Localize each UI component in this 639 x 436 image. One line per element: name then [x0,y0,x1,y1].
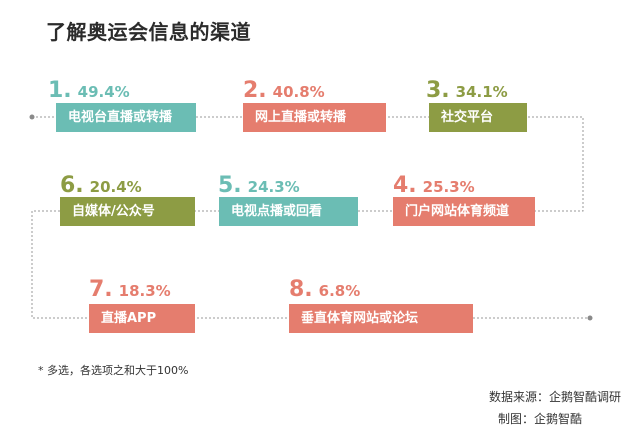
flow-start-dot [29,114,35,120]
rank-number: 1. [48,78,72,103]
rank-label-2: 2. 40.8% [243,78,325,103]
channel-box-5: 电视点播或回看 [219,197,358,226]
value-label: 49.4% [77,83,130,101]
rank-label-7: 7. 18.3% [89,277,171,302]
rank-number: 7. [89,277,113,302]
channel-box-3: 社交平台 [429,103,527,132]
channel-box-6: 自媒体/公众号 [60,197,195,226]
page-title: 了解奥运会信息的渠道 [46,20,251,44]
chart-credit: 制图：企鹅智酷 [497,412,582,426]
rank-label-4: 4. 25.3% [393,173,475,198]
rank-number: 3. [426,78,450,103]
value-label: 6.8% [318,282,361,300]
value-label: 18.3% [118,282,171,300]
rank-number: 8. [289,277,313,302]
flow-end-dot [587,315,593,321]
rank-number: 6. [60,173,84,198]
rank-number: 2. [243,78,267,103]
footnote: * 多选，各选项之和大于100% [38,364,189,377]
rank-label-6: 6. 20.4% [60,173,142,198]
value-label: 40.8% [272,83,325,101]
channel-box-4: 门户网站体育频道 [393,197,535,226]
value-label: 24.3% [247,178,300,196]
rank-number: 5. [218,173,242,198]
rank-label-3: 3. 34.1% [426,78,508,103]
value-label: 34.1% [455,83,508,101]
value-label: 25.3% [422,178,475,196]
channel-box-1: 电视台直播或转播 [56,103,196,132]
rank-number: 4. [393,173,417,198]
data-source: 数据来源：企鹅智酷调研 [488,390,621,404]
rank-label-1: 1. 49.4% [48,78,130,103]
rank-label-5: 5. 24.3% [218,173,300,198]
rank-label-8: 8. 6.8% [289,277,360,302]
value-label: 20.4% [89,178,142,196]
channel-box-2: 网上直播或转播 [243,103,386,132]
channel-box-8: 垂直体育网站或论坛 [289,304,473,333]
channel-box-7: 直播APP [89,304,195,333]
